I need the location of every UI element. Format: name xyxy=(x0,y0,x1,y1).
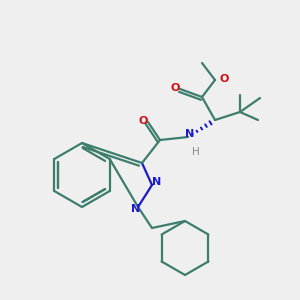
Text: O: O xyxy=(138,116,148,126)
Text: N: N xyxy=(185,129,195,139)
Text: N: N xyxy=(131,204,141,214)
Text: O: O xyxy=(170,83,180,93)
Text: H: H xyxy=(192,147,200,157)
Text: O: O xyxy=(220,74,230,84)
Text: N: N xyxy=(152,177,162,187)
